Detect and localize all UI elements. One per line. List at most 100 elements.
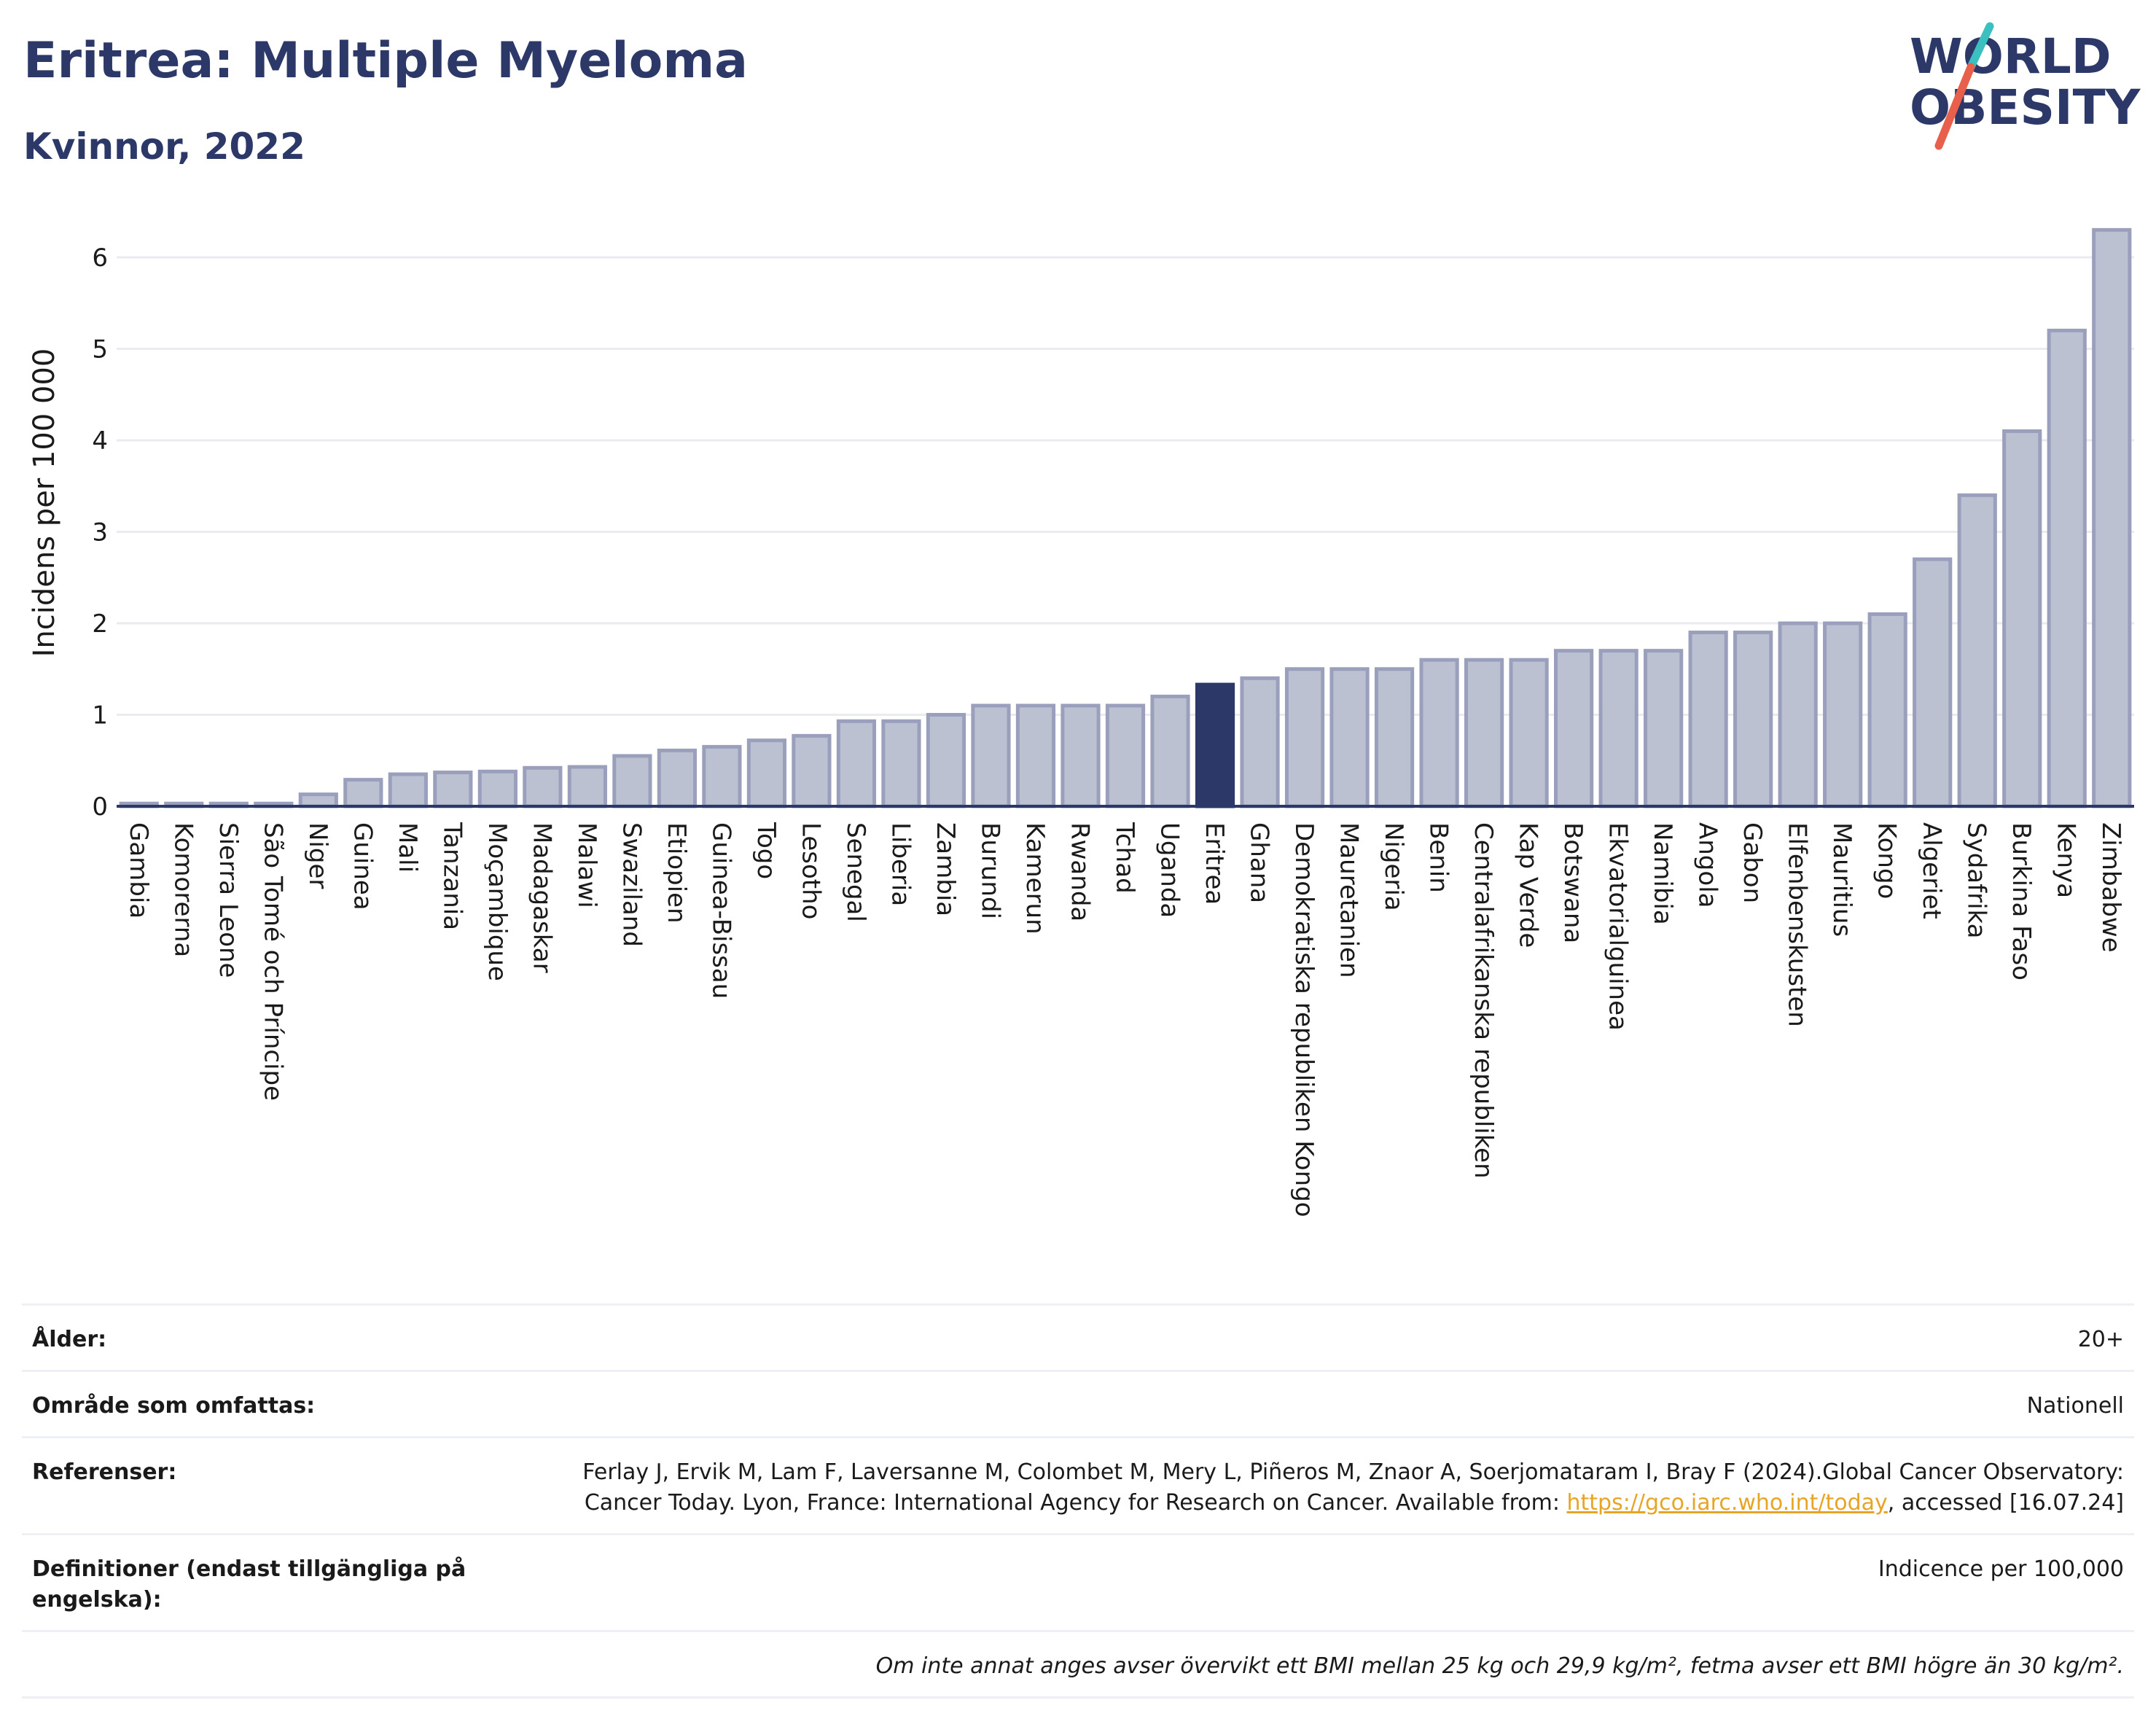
references-link[interactable]: https://gco.iarc.who.int/today bbox=[1566, 1490, 1888, 1516]
bar-guinea-bissau bbox=[702, 744, 742, 808]
bar-demokratiska-republiken-kongo bbox=[1284, 667, 1325, 808]
x-tick-label: Demokratiska republiken Kongo bbox=[1289, 822, 1319, 1217]
bar-lesotho bbox=[792, 733, 832, 808]
bar-togo bbox=[746, 738, 787, 808]
x-tick-label: Eritrea bbox=[1200, 822, 1229, 905]
x-axis-labels: Gambia Komorerna Sierra Leone São Tomé och … bbox=[124, 822, 2125, 1217]
x-tick-label: Kenya bbox=[2052, 822, 2081, 898]
bar-botswana bbox=[1554, 649, 1594, 808]
info-row-area: Område som omfattas: Nationell bbox=[22, 1370, 2134, 1436]
x-tick-label: Malawi bbox=[572, 822, 601, 908]
bar-kap-verde bbox=[1509, 658, 1549, 808]
bar-mo-ambique bbox=[477, 769, 517, 808]
x-tick-label: Zambia bbox=[931, 822, 960, 916]
x-tick-label: Tanzania bbox=[437, 822, 466, 930]
x-tick-label: Ekvatorialguinea bbox=[1604, 822, 1633, 1031]
x-tick-label: Angola bbox=[1693, 822, 1722, 908]
y-tick-label: 5 bbox=[92, 335, 108, 364]
bar-tchad bbox=[1105, 703, 1146, 808]
definitions-value: Indicence per 100,000 bbox=[1878, 1556, 2124, 1582]
bar-senegal bbox=[836, 719, 877, 808]
bar-algeriet bbox=[1913, 557, 1953, 808]
x-tick-label: Zimbabwe bbox=[2096, 822, 2125, 953]
y-tick-label: 1 bbox=[92, 701, 108, 730]
x-tick-label: Mali bbox=[393, 822, 422, 873]
x-tick-label: Sierra Leone bbox=[214, 822, 243, 978]
x-tick-label: Tchad bbox=[1110, 822, 1139, 894]
x-tick-label: Senegal bbox=[841, 822, 870, 922]
definitions-label: Definitioner (endast tillgängliga på eng… bbox=[32, 1556, 466, 1613]
x-tick-label: Moçambique bbox=[483, 822, 512, 981]
x-tick-label: Kap Verde bbox=[1514, 822, 1543, 948]
y-tick-label: 4 bbox=[92, 426, 108, 456]
x-tick-label: Namibia bbox=[1648, 822, 1677, 925]
area-label: Område som omfattas: bbox=[32, 1393, 316, 1419]
x-tick-label: Burkina Faso bbox=[2007, 822, 2036, 980]
info-row-age: Ålder: 20+ bbox=[22, 1303, 2134, 1370]
info-row-note: Om inte annat anges avser övervikt ett B… bbox=[22, 1630, 2134, 1699]
bar-ekvatorialguinea bbox=[1598, 649, 1639, 808]
x-tick-label: Niger bbox=[303, 822, 332, 889]
x-tick-label: Gabon bbox=[1738, 822, 1767, 903]
bar-guinea bbox=[343, 778, 383, 808]
x-tick-label: Gambia bbox=[124, 822, 153, 919]
bar-etiopien bbox=[657, 748, 697, 808]
x-tick-label: Swaziland bbox=[617, 822, 646, 947]
age-value: 20+ bbox=[2077, 1327, 2124, 1352]
references-accessed: , accessed [16.07.24] bbox=[1887, 1490, 2124, 1516]
bar-mali bbox=[388, 772, 428, 808]
chart-bars bbox=[119, 227, 2132, 808]
y-axis-title: Incidens per 100 000 bbox=[28, 348, 61, 658]
info-row-definitions: Definitioner (endast tillgängliga på eng… bbox=[22, 1533, 2134, 1630]
references-text: Ferlay J, Ervik M, Lam F, Laversanne M, … bbox=[582, 1459, 2124, 1516]
page-subtitle: Kvinnor, 2022 bbox=[23, 125, 305, 168]
bar-centralafrikanska-republiken bbox=[1464, 658, 1504, 808]
bar-zimbabwe bbox=[2092, 227, 2132, 808]
bar-uganda bbox=[1150, 694, 1190, 808]
page-title: Eritrea: Multiple Myeloma bbox=[23, 32, 749, 90]
bmi-note: Om inte annat anges avser övervikt ett B… bbox=[875, 1653, 2124, 1679]
x-tick-label: Etiopien bbox=[662, 822, 691, 924]
bar-burkina-faso bbox=[2002, 429, 2042, 808]
bar-nigeria bbox=[1374, 667, 1415, 808]
bar-chart: 0 1 2 3 4 5 6 Gambia Komorerna Sierra Leone São T… bbox=[28, 227, 2134, 1217]
logo-text-world: WORLD bbox=[1910, 28, 2112, 85]
x-tick-label: Nigeria bbox=[1379, 822, 1408, 911]
references-value: Ferlay J, Ervik M, Lam F, Laversanne M, … bbox=[520, 1457, 2124, 1518]
bar-sydafrika bbox=[1957, 493, 1997, 808]
bar-gabon bbox=[1733, 631, 1773, 808]
x-tick-label: Lesotho bbox=[796, 822, 825, 919]
logo-slash-teal bbox=[1966, 22, 1994, 71]
x-tick-label: Benin bbox=[1424, 822, 1453, 893]
bar-malawi bbox=[567, 765, 607, 808]
bar-benin bbox=[1419, 658, 1459, 808]
info-row-references: Referenser: Ferlay J, Ervik M, Lam F, La… bbox=[22, 1436, 2134, 1533]
x-tick-label: Rwanda bbox=[1065, 822, 1094, 921]
bar-swaziland bbox=[612, 754, 652, 808]
x-tick-label: Madagaskar bbox=[527, 822, 556, 973]
x-tick-label: Liberia bbox=[886, 822, 915, 906]
x-tick-label: São Tomé och Príncipe bbox=[258, 822, 287, 1101]
x-tick-label: Algeriet bbox=[1917, 822, 1946, 919]
y-axis-ticks: 0 1 2 3 4 5 6 bbox=[92, 243, 108, 822]
bar-elfenbenskusten bbox=[1778, 621, 1818, 808]
x-tick-label: Kongo bbox=[1872, 822, 1902, 899]
bar-kamerun bbox=[1015, 703, 1056, 808]
world-obesity-logo: WORLD OBESITY bbox=[1910, 22, 2141, 150]
bar-liberia bbox=[881, 719, 921, 808]
bar-niger bbox=[298, 792, 338, 808]
references-label: Referenser: bbox=[32, 1459, 177, 1485]
bar-rwanda bbox=[1061, 703, 1101, 808]
bar-mauritius bbox=[1823, 621, 1863, 808]
bar-zambia bbox=[926, 713, 966, 808]
info-table: Ålder: 20+ Område som omfattas: Nationel… bbox=[22, 1303, 2134, 1699]
bar-mauretanien bbox=[1329, 667, 1370, 808]
y-tick-label: 0 bbox=[92, 792, 108, 822]
bar-madagaskar bbox=[523, 765, 563, 808]
x-tick-label: Elfenbenskusten bbox=[1783, 822, 1812, 1027]
x-tick-label: Guinea bbox=[348, 822, 377, 911]
area-value: Nationell bbox=[2026, 1393, 2124, 1419]
bar-kenya bbox=[2047, 328, 2087, 808]
y-tick-label: 2 bbox=[92, 609, 108, 639]
x-tick-label: Sydafrika bbox=[1962, 822, 1991, 938]
